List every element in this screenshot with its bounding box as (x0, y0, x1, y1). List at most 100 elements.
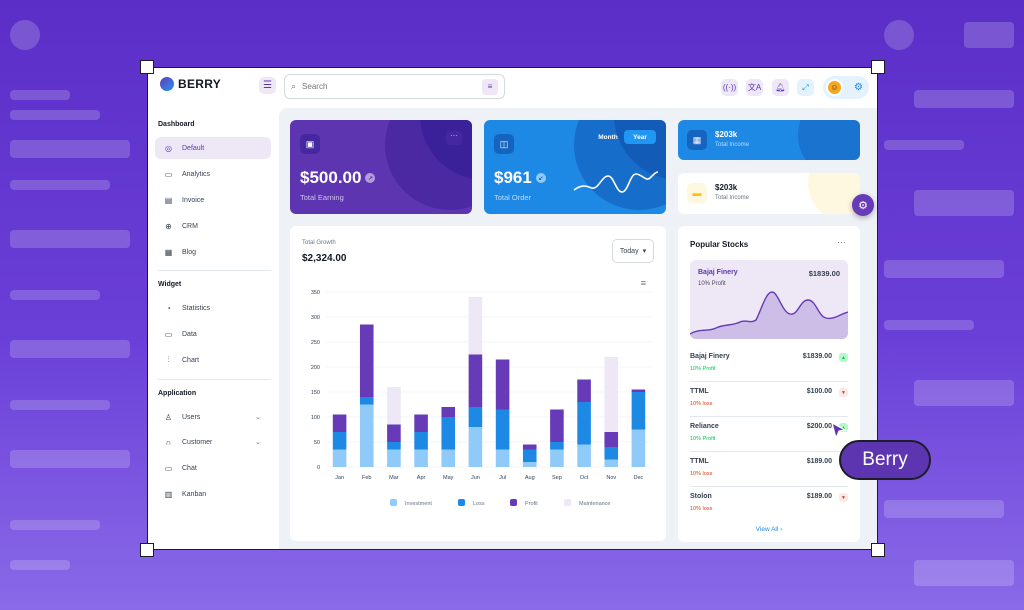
stock-hero-chart: Bajaj Finery $1839.00 10% Profit (690, 260, 848, 339)
sidebar-item-label: Invoice (182, 196, 205, 204)
total-order-card: ◫ Month Year $961 ↙ Total Order (484, 120, 666, 214)
y-tick-label: 150 (311, 390, 320, 396)
sidebar-item-analytics[interactable]: ▭ Analytics (155, 163, 271, 185)
resize-handle-top-left[interactable] (140, 60, 154, 74)
x-tick-label: Jul (499, 475, 506, 481)
sidebar-item-label: Kanban (182, 490, 207, 498)
x-tick-label: Jan (335, 475, 344, 481)
resize-handle-bottom-right[interactable] (871, 543, 885, 557)
popular-stocks-card: Popular Stocks ··· Bajaj Finery $1839.00… (678, 226, 860, 542)
menu-toggle-button[interactable]: ☰ (259, 77, 276, 94)
bar-segment (332, 414, 347, 432)
sidebar: Dashboard ◎ Default ▭ Analytics ▤ Invoice ⊕… (148, 108, 279, 549)
sidebar-item-customer[interactable]: ∩ Customer ⌄ (155, 431, 271, 453)
total-income-label: Total Income (715, 195, 750, 201)
y-tick-label: 250 (311, 340, 320, 346)
blog-icon: ▦ (164, 247, 173, 257)
bar-segment (387, 424, 401, 442)
customer-icon: ∩ (165, 437, 172, 447)
stock-change: 10% loss (690, 401, 713, 407)
bar-segment (387, 387, 401, 425)
total-income-value: $203k (715, 130, 738, 139)
resize-handle-top-right[interactable] (871, 60, 885, 74)
app-logo[interactable]: BERRY (160, 77, 221, 91)
sidebar-item-users[interactable]: ♙ Users ⌄ (155, 406, 271, 428)
total-income-card-secondary: ▬ $203k Total Income (678, 173, 860, 214)
stock-value: $100.00 (806, 388, 832, 395)
stock-row[interactable]: Stolon $189.00 10% loss ▼ (690, 488, 848, 522)
sidebar-item-statistics[interactable]: ◔ Statistics (155, 297, 271, 319)
stock-row[interactable]: TTML $100.00 10% loss ▼ (690, 383, 848, 417)
search-bar: ⌕ ≡ (284, 74, 505, 99)
total-earning-card: ▣ ··· $500.00 ↗ Total Earning (290, 120, 472, 214)
bar-segment (359, 397, 374, 405)
bar-segment (631, 392, 646, 430)
stock-change: 10% Profit (690, 366, 716, 372)
users-icon: ♙ (164, 412, 173, 422)
stock-change: 10% loss (690, 506, 713, 512)
table-icon: ▦ (687, 130, 707, 150)
bar-segment (550, 409, 564, 442)
x-tick-label: Oct (580, 475, 589, 481)
sidebar-item-default[interactable]: ◎ Default (155, 137, 271, 159)
more-horizontal-icon[interactable]: ··· (837, 237, 846, 247)
chevron-down-icon: ⌄ (255, 414, 261, 421)
x-tick-label: Mar (389, 475, 399, 481)
sidebar-item-blog[interactable]: ▦ Blog (155, 241, 271, 263)
hamburger-icon: ☰ (263, 80, 272, 91)
mega-menu-button[interactable]: ((·)) (721, 79, 738, 96)
translate-icon: 文A (747, 83, 762, 92)
y-tick-label: 0 (317, 465, 320, 471)
sidebar-section-widget: Widget (158, 281, 182, 288)
bar-segment (441, 449, 456, 467)
stock-row[interactable]: Reliance $200.00 10% Profit ▲ (690, 418, 848, 452)
x-tick-label: Dec (634, 475, 644, 481)
legend-swatch (510, 499, 517, 506)
more-options-button[interactable]: ··· (446, 131, 462, 145)
sidebar-item-crm[interactable]: ⊕ CRM (155, 215, 271, 237)
stock-row[interactable]: Bajaj Finery $1839.00 10% Profit ▲ (690, 348, 848, 382)
chevron-up-icon: ▲ (839, 423, 848, 432)
device-analytics-icon: ▭ (164, 169, 173, 179)
bar-segment (468, 297, 483, 355)
notification-button[interactable]: 🔔︎ (772, 79, 789, 96)
stock-change: 10% loss (690, 471, 713, 477)
data-icon: ▭ (164, 329, 173, 339)
resize-handle-bottom-left[interactable] (140, 543, 154, 557)
sidebar-divider (158, 270, 271, 271)
fullscreen-button[interactable]: ⤢ (797, 79, 814, 96)
bar-segment (495, 359, 510, 410)
sidebar-item-chart[interactable]: ⫶ Chart (155, 349, 271, 371)
sidebar-item-data[interactable]: ▭ Data (155, 323, 271, 345)
bar-segment (441, 407, 456, 417)
bar-segment (359, 324, 374, 397)
sidebar-item-chat[interactable]: ▭ Chat (155, 457, 271, 479)
search-filter-button[interactable]: ≡ (482, 78, 498, 95)
customize-settings-button[interactable]: ⚙ (852, 194, 874, 216)
stock-row[interactable]: TTML $189.00 10% loss ▼ (690, 453, 848, 487)
bar-segment (414, 432, 428, 450)
bar-segment (604, 357, 619, 432)
bar-segment (522, 462, 537, 467)
profile-button[interactable]: ☺ ⚙ (823, 76, 869, 99)
sidebar-item-kanban[interactable]: ▥ Kanban (155, 483, 271, 505)
bar-segment (604, 447, 619, 460)
search-input[interactable] (302, 82, 476, 91)
view-all-link[interactable]: View All › (678, 526, 860, 533)
x-tick-label: Nov (606, 475, 616, 481)
x-tick-label: Apr (417, 475, 426, 481)
sidebar-item-invoice[interactable]: ▤ Invoice (155, 189, 271, 211)
total-growth-value: $2,324.00 (302, 253, 347, 264)
legend-label: Maintenance (579, 501, 611, 507)
sidebar-item-label: Blog (182, 248, 197, 256)
y-tick-label: 350 (311, 290, 320, 296)
language-button[interactable]: 文A (746, 79, 763, 96)
sidebar-item-label: Data (182, 330, 197, 338)
sidebar-item-label: CRM (182, 222, 198, 230)
bar-segment (468, 354, 483, 407)
chat-icon: ▭ (164, 463, 173, 473)
toggle-year-button[interactable]: Year (624, 130, 656, 144)
sidebar-item-label: Chart (182, 356, 200, 364)
period-select[interactable]: Today ▾ (612, 239, 654, 263)
toggle-month-button[interactable]: Month (598, 133, 618, 141)
